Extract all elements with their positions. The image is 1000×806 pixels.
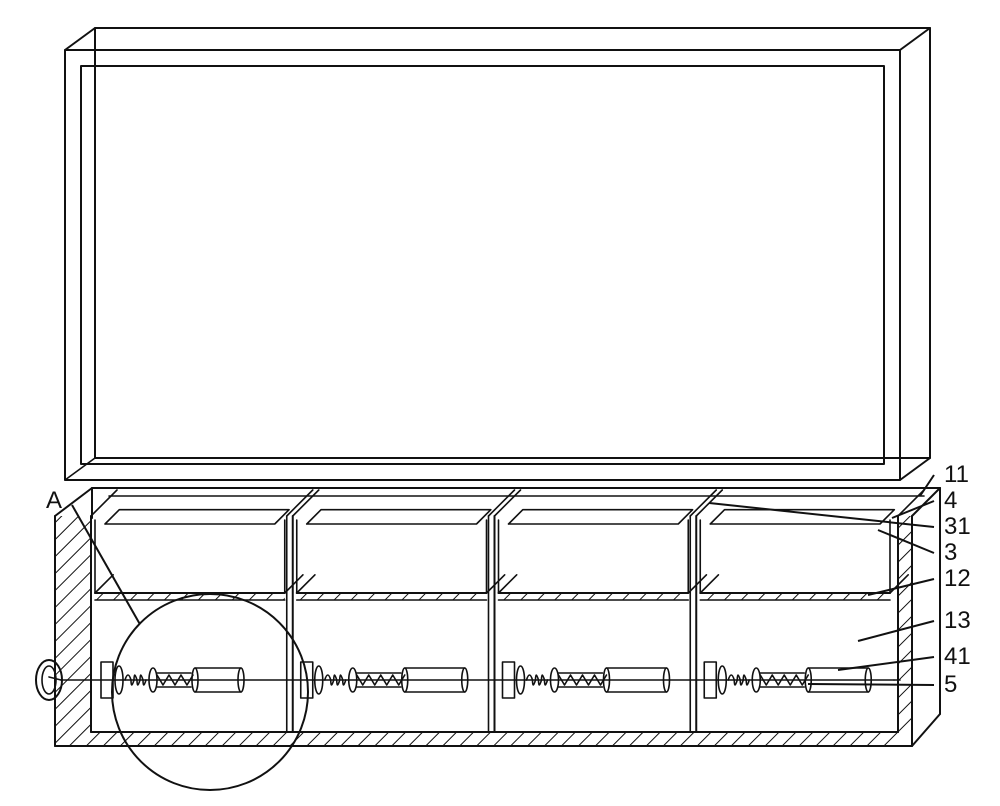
callout-L41: 41: [944, 643, 971, 670]
callout-L11: 11: [944, 461, 969, 488]
callout-L12: 12: [944, 565, 971, 592]
callout-L31: 31: [944, 513, 971, 540]
callout-L5: 5: [944, 671, 957, 698]
callout-A: A: [46, 487, 62, 514]
callout-L3: 3: [944, 539, 957, 566]
callout-L13: 13: [944, 607, 971, 634]
callout-L4: 4: [944, 487, 957, 514]
patent-figure: A 11431312 13 415: [0, 0, 1000, 806]
